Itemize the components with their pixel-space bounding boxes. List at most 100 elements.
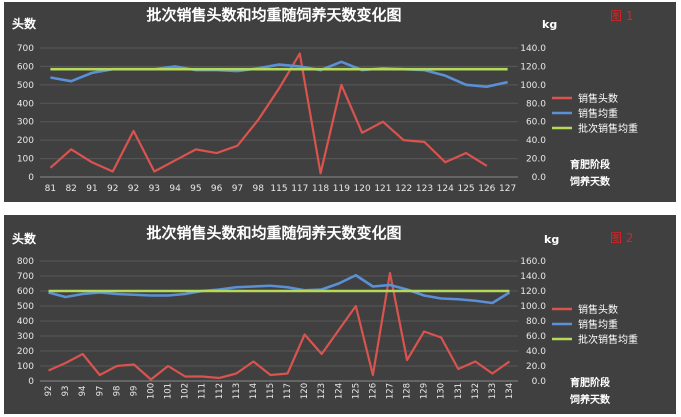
legend-label: 销售均重: [578, 107, 618, 120]
x-tick-label: 96: [211, 184, 223, 194]
y-tick-right: 80.0: [526, 317, 546, 327]
x-tick-label: 125: [457, 184, 474, 194]
series-line-2: [50, 60, 508, 88]
x-tick-label: 102: [181, 383, 191, 399]
y-tick-left: 700: [17, 44, 34, 54]
x-axis-label: 饲养天数: [569, 393, 611, 406]
x-tick-label: 117: [283, 383, 293, 399]
y-tick-right: 60.0: [526, 118, 546, 128]
y-tick-left: 400: [17, 99, 34, 109]
legend-label: 批次销售均重: [578, 122, 638, 135]
x-axis-label: 育肥阶段: [570, 376, 610, 389]
x-tick-label: 123: [416, 184, 433, 194]
y-tick-left: 500: [17, 302, 34, 312]
x-tick-label: 134: [505, 383, 515, 399]
x-tick-label: 94: [169, 184, 181, 194]
y-tick-right: 40.0: [526, 136, 546, 146]
x-tick-label: 130: [437, 383, 447, 399]
x-tick-label: 131: [454, 383, 464, 399]
y-tick-right: 20.0: [526, 362, 546, 372]
x-tick-label: 97: [95, 386, 105, 397]
figure-badge: 图 1: [610, 9, 633, 23]
y-tick-left: 200: [17, 347, 34, 357]
x-tick-label: 127: [499, 184, 516, 194]
x-tick-label: 115: [266, 383, 276, 399]
x-tick-label: 91: [86, 184, 97, 194]
y-tick-right: 120.0: [520, 287, 546, 297]
x-tick-label: 122: [395, 184, 412, 194]
chart-panel-2: 0 0.0 100 20.0 200 40.0 300 60.0 400 80.0 500 100.0…: [4, 215, 676, 414]
y-tick-right: 120.0: [520, 62, 546, 72]
x-tick-label: 133: [488, 383, 498, 399]
y-tick-right: 0.0: [532, 173, 547, 183]
y-axis-label-right: kg: [542, 18, 557, 31]
x-tick-label: 113: [232, 383, 242, 399]
x-tick-label: 100: [146, 383, 156, 399]
x-tick-label: 126: [478, 184, 495, 194]
series-line-1: [49, 52, 488, 175]
y-axis-label-left: 头数: [12, 231, 37, 246]
y-tick-right: 80.0: [526, 99, 546, 109]
chart-panel-1: 0 0.0 100 20.0 200 40.0 300 60.0 400 80.0 500 100.0…: [4, 2, 676, 202]
x-tick-label: 118: [312, 184, 329, 194]
x-tick-label: 101: [164, 383, 174, 399]
x-tick-label: 111: [198, 383, 208, 399]
chart-2: 0 0.0 100 20.0 200 40.0 300 60.0 400 80.0 500 100.0…: [12, 224, 638, 406]
x-tick-label: 129: [420, 383, 430, 399]
y-tick-right: 160.0: [520, 257, 546, 267]
x-tick-label: 97: [232, 184, 243, 194]
y-tick-right: 100.0: [520, 302, 546, 312]
y-tick-left: 100: [17, 362, 34, 372]
x-tick-label: 92: [107, 184, 118, 194]
legend-label: 销售头数: [578, 303, 618, 316]
x-tick-label: 112: [215, 383, 225, 399]
y-tick-left: 700: [17, 272, 34, 282]
x-tick-label: 95: [190, 184, 201, 194]
chart-title: 批次销售头数和均重随饲养天数变化图: [146, 224, 401, 242]
x-tick-label: 124: [334, 383, 344, 399]
x-tick-label: 128: [403, 383, 413, 399]
x-tick-label: 123: [317, 383, 327, 399]
y-tick-left: 300: [17, 332, 34, 342]
y-tick-left: 600: [17, 287, 34, 297]
x-tick-label: 124: [437, 184, 454, 194]
x-tick-label: 93: [61, 386, 71, 397]
y-tick-left: 300: [17, 118, 34, 128]
y-tick-right: 60.0: [526, 332, 546, 342]
y-tick-left: 500: [17, 81, 34, 91]
legend-label: 销售头数: [578, 92, 618, 105]
x-tick-label: 81: [45, 184, 56, 194]
legend-label: 批次销售均重: [578, 333, 638, 346]
x-tick-label: 126: [368, 383, 378, 399]
y-tick-right: 20.0: [526, 155, 546, 165]
x-tick-label: 120: [300, 383, 310, 399]
y-axis-label-left: 头数: [12, 16, 37, 31]
x-tick-label: 92: [44, 386, 54, 397]
y-tick-left: 0: [28, 173, 34, 183]
y-tick-right: 0.0: [532, 377, 547, 387]
y-tick-left: 200: [17, 136, 34, 146]
x-tick-label: 125: [351, 383, 361, 399]
x-tick-label: 121: [374, 184, 391, 194]
x-tick-label: 94: [78, 386, 88, 397]
x-tick-label: 120: [354, 184, 371, 194]
x-tick-label: 127: [385, 383, 395, 399]
figure-badge: 图 2: [610, 231, 633, 245]
chart-title: 批次销售头数和均重随饲养天数变化图: [146, 6, 401, 24]
y-tick-left: 600: [17, 62, 34, 72]
legend-label: 销售均重: [578, 318, 618, 331]
y-axis-label-right: kg: [544, 233, 559, 246]
x-tick-label: 99: [129, 386, 139, 397]
series-line-2: [48, 273, 511, 305]
x-tick-label: 117: [291, 184, 308, 194]
x-axis-label: 育肥阶段: [570, 158, 610, 171]
y-tick-left: 800: [17, 257, 34, 267]
x-tick-label: 98: [112, 386, 122, 397]
y-tick-right: 100.0: [520, 81, 546, 91]
chart-1: 0 0.0 100 20.0 200 40.0 300 60.0 400 80.0 500 100.0…: [12, 6, 638, 194]
x-tick-label: 82: [65, 184, 76, 194]
x-axis-label: 饲养天数: [569, 175, 611, 188]
x-tick-label: 98: [252, 184, 264, 194]
y-tick-left: 100: [17, 155, 34, 165]
y-tick-right: 140.0: [520, 44, 546, 54]
